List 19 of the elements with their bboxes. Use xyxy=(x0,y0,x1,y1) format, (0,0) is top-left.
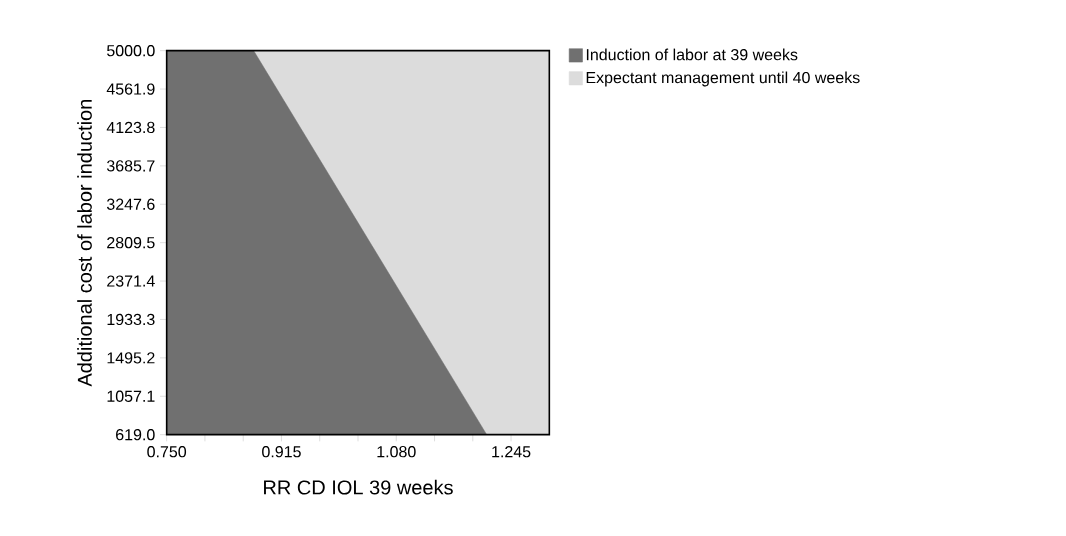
x-tick-label: 1.080 xyxy=(377,446,416,458)
y-tick-label: 3247.6 xyxy=(106,198,155,210)
legend-label: Expectant management until 40 weeks xyxy=(586,71,860,87)
y-tick-label: 4561.9 xyxy=(106,83,155,95)
legend-label: Induction of labor at 39 weeks xyxy=(586,48,798,61)
y-tick-label: 2371.4 xyxy=(107,275,155,287)
x-axis-title: RR CD IOL 39 weeks xyxy=(264,479,453,495)
x-tick-label: 1.245 xyxy=(492,446,531,458)
y-tick-label: 5000.0 xyxy=(107,45,155,57)
x-tick-label: 0.750 xyxy=(147,446,187,458)
x-tick-label: 0.915 xyxy=(262,446,301,458)
y-tick-label: 1057.1 xyxy=(107,390,155,402)
y-tick-label: 2809.5 xyxy=(107,237,155,249)
y-tick-label: 3685.7 xyxy=(106,160,155,172)
y-tick-label: 619.0 xyxy=(116,429,155,441)
y-axis-title: Additional cost of labor induction xyxy=(77,100,92,387)
y-tick-label: 1933.3 xyxy=(107,313,155,326)
y-tick-label: 1495.2 xyxy=(107,352,155,364)
y-tick-label: 4123.8 xyxy=(106,121,155,134)
